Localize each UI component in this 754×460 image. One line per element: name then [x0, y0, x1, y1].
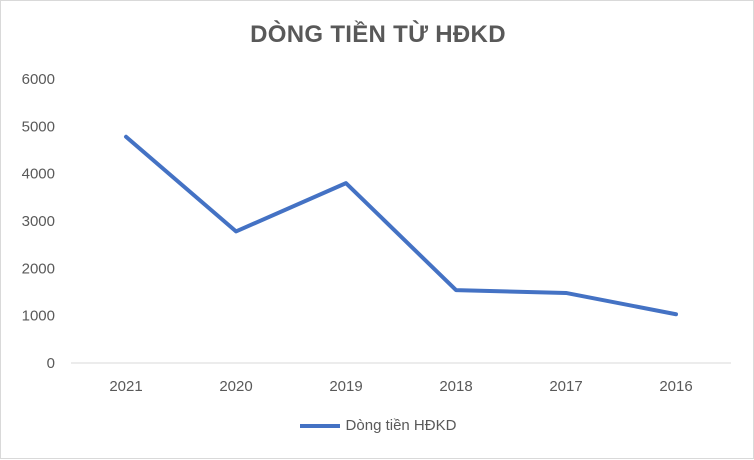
series-line — [124, 134, 678, 317]
legend: Dòng tiền HĐKD — [1, 417, 754, 434]
y-tick-label: 5000 — [22, 118, 55, 135]
y-tick-label: 1000 — [22, 308, 55, 325]
legend-label: Dòng tiền HĐKD — [345, 417, 457, 434]
y-tick-label: 6000 — [22, 71, 55, 88]
y-tick-label: 4000 — [22, 166, 55, 183]
x-tick-label: 2016 — [659, 378, 692, 395]
x-tick-label: 2021 — [109, 378, 142, 395]
x-tick-label: 2018 — [439, 378, 472, 395]
y-tick-label: 0 — [47, 355, 55, 372]
y-tick-label: 3000 — [22, 213, 55, 230]
y-tick-label: 2000 — [22, 260, 55, 277]
x-tick-label: 2020 — [219, 378, 252, 395]
x-tick-label: 2019 — [329, 378, 362, 395]
legend-swatch — [299, 423, 340, 428]
x-tick-label: 2017 — [549, 378, 582, 395]
chart-title: DÒNG TIỀN TỪ HĐKD — [250, 21, 506, 48]
